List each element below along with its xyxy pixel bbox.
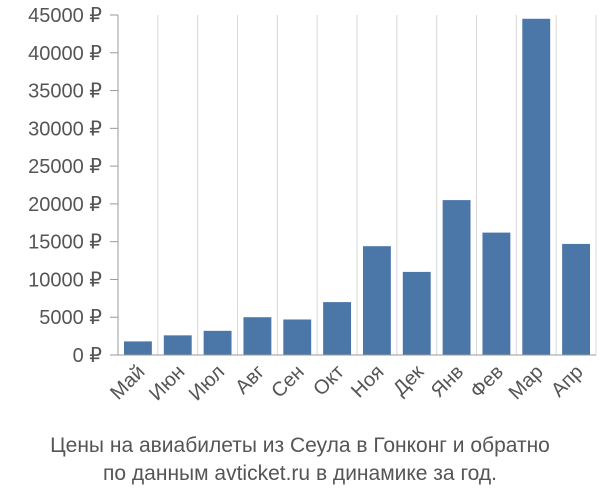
bar-12 (562, 243, 591, 355)
x-tick-label: Июл (185, 361, 229, 405)
bar-2 (163, 335, 192, 355)
x-tick-label: Май (106, 361, 149, 404)
y-tick-label: 40000 ₽ (28, 43, 102, 65)
bar-8 (402, 271, 431, 355)
bar-11 (522, 18, 551, 356)
y-tick-label: 0 ₽ (73, 345, 103, 367)
bar-5 (283, 319, 312, 355)
bar-1 (123, 341, 152, 355)
x-tick-label: Окт (309, 361, 348, 400)
x-tick-label: Сен (267, 361, 308, 402)
x-tick-label: Фев (466, 361, 508, 403)
x-tick-label: Апр (547, 361, 588, 402)
x-tick-label: Авг (231, 361, 269, 399)
x-tick-label: Мар (505, 361, 548, 404)
chart-caption-line-2: по данным avticket.ru в динамике за год. (103, 462, 497, 485)
y-tick-label: 15000 ₽ (28, 232, 102, 254)
x-tick-label: Янв (427, 361, 468, 402)
y-tick-label: 30000 ₽ (28, 118, 102, 140)
y-tick-label: 35000 ₽ (28, 81, 102, 103)
bar-6 (323, 302, 352, 355)
bar-7 (362, 246, 391, 355)
y-tick-label: 10000 ₽ (28, 269, 102, 291)
y-tick-label: 20000 ₽ (28, 194, 102, 216)
bar-9 (442, 200, 471, 355)
bar-3 (203, 330, 232, 355)
chart-caption-line-1: Цены на авиабилеты из Сеула в Гонконг и … (50, 434, 550, 457)
y-tick-label: 5000 ₽ (39, 307, 102, 329)
x-tick-label: Ноя (347, 361, 388, 402)
x-tick-label: Июн (145, 361, 189, 405)
bar-10 (482, 232, 511, 355)
y-tick-label: 25000 ₽ (28, 156, 102, 178)
x-tick-label: Дек (389, 361, 428, 400)
y-tick-label: 45000 ₽ (28, 5, 102, 27)
bar-chart: 0 ₽ 5000 ₽ 10000 ₽ 15000 ₽ 20000 ₽ 25000 ₽ 300… (28, 5, 597, 405)
bar-4 (243, 317, 272, 355)
